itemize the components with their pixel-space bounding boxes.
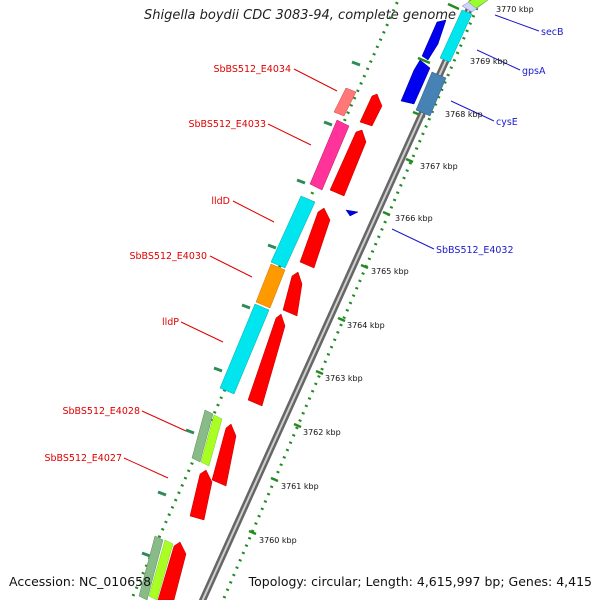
gene-label[interactable]: SbBS512_E4030 <box>129 251 207 262</box>
feature-block <box>200 414 223 467</box>
tick-mark <box>337 316 346 323</box>
leader-line <box>267 123 312 146</box>
feature-block <box>439 9 473 63</box>
tick-mark <box>270 476 279 483</box>
tick-label: 3760 kbp <box>259 536 297 545</box>
tick-labels: 3770 kbp 3769 kbp 3768 kbp 3767 kbp 3766… <box>259 5 534 545</box>
leader-line <box>494 14 540 32</box>
tick-mark <box>323 120 333 127</box>
tick-mark <box>447 2 460 11</box>
gene-arrow <box>421 19 447 61</box>
tick-label: 3769 kbp <box>470 57 508 66</box>
feature-block <box>191 409 214 463</box>
tick-label: 3764 kbp <box>347 321 385 330</box>
tick-mark <box>382 210 391 217</box>
tick-mark <box>141 551 151 558</box>
feature-block <box>148 539 174 600</box>
gene-arrow <box>400 59 431 105</box>
gene-arrow <box>211 423 237 487</box>
right-leader-lines <box>391 14 540 250</box>
gene-arrow <box>189 469 213 521</box>
feature-block <box>138 535 164 600</box>
tick-mark <box>360 263 369 270</box>
tick-label: 3763 kbp <box>325 374 363 383</box>
feature-block <box>219 303 270 395</box>
tick-label: 3767 kbp <box>420 162 458 171</box>
tick-mark <box>248 529 257 536</box>
gene-arrow <box>157 541 187 600</box>
gene-arrow <box>282 271 303 317</box>
gene-arrow <box>299 207 331 269</box>
tick-mark <box>351 60 361 67</box>
tick-label: 3761 kbp <box>281 482 319 491</box>
tick-label: 3762 kbp <box>303 428 341 437</box>
gene-arrow <box>359 93 383 127</box>
tick-mark <box>417 56 431 65</box>
gene-arrow <box>345 209 359 217</box>
tick-mark <box>241 303 251 310</box>
gene-label[interactable]: secB <box>541 27 564 38</box>
gene-label[interactable]: lldD <box>211 196 230 207</box>
tick-mark <box>185 428 195 435</box>
gene-label[interactable]: SbBS512_E4027 <box>44 453 122 464</box>
gene-label[interactable]: SbBS512_E4028 <box>62 406 140 417</box>
feature-block <box>309 119 350 191</box>
tick-mark <box>267 243 277 250</box>
left-leader-lines <box>123 68 338 479</box>
feature-block <box>333 87 357 117</box>
tick-mark <box>157 490 167 497</box>
leader-line <box>391 228 435 250</box>
outer-ring-marks <box>141 60 361 558</box>
feature-block <box>270 195 316 269</box>
reverse-genes <box>345 0 489 217</box>
leader-line <box>476 49 521 71</box>
tick-mark <box>213 366 223 373</box>
tick-mark <box>293 422 302 429</box>
right-gene-labels: secB gpsA cysE SbBS512_E4032 <box>436 27 564 256</box>
leader-line <box>232 200 275 223</box>
accession-text: Accession: NC_010658 <box>9 574 152 589</box>
gene-arrow <box>467 0 489 9</box>
gene-label[interactable]: lldP <box>162 317 179 328</box>
gene-label[interactable]: SbBS512_E4032 <box>436 245 514 256</box>
gene-label[interactable]: SbBS512_E4033 <box>188 119 266 130</box>
leader-line <box>123 457 169 479</box>
gene-label[interactable]: gpsA <box>522 66 546 77</box>
tick-mark <box>405 157 414 164</box>
tick-label: 3770 kbp <box>496 5 534 14</box>
tick-label: 3768 kbp <box>445 110 483 119</box>
gene-arrow <box>247 313 286 407</box>
feature-block <box>255 263 286 309</box>
gene-label[interactable]: cysE <box>496 117 518 128</box>
forward-genes <box>157 93 383 600</box>
feature-block <box>415 71 447 117</box>
leader-line <box>450 100 495 122</box>
tick-mark <box>315 369 324 376</box>
leader-line <box>141 410 187 432</box>
genome-summary: Topology: circular; Length: 4,615,997 bp… <box>248 574 592 589</box>
gene-label[interactable]: SbBS512_E4034 <box>213 64 291 75</box>
map-title: Shigella boydii CDC 3083-94, complete ge… <box>143 8 457 23</box>
feature-track-left <box>138 87 357 600</box>
gene-arrow <box>329 129 367 197</box>
leader-line <box>293 68 338 92</box>
leader-line <box>209 255 253 278</box>
tick-label: 3765 kbp <box>371 267 409 276</box>
inner-dotted-ring <box>222 0 482 599</box>
left-gene-labels: SbBS512_E4034 SbBS512_E4033 lldD SbBS512… <box>44 64 291 464</box>
leader-line <box>180 321 224 343</box>
tick-mark <box>296 178 306 185</box>
tick-label: 3766 kbp <box>395 214 433 223</box>
